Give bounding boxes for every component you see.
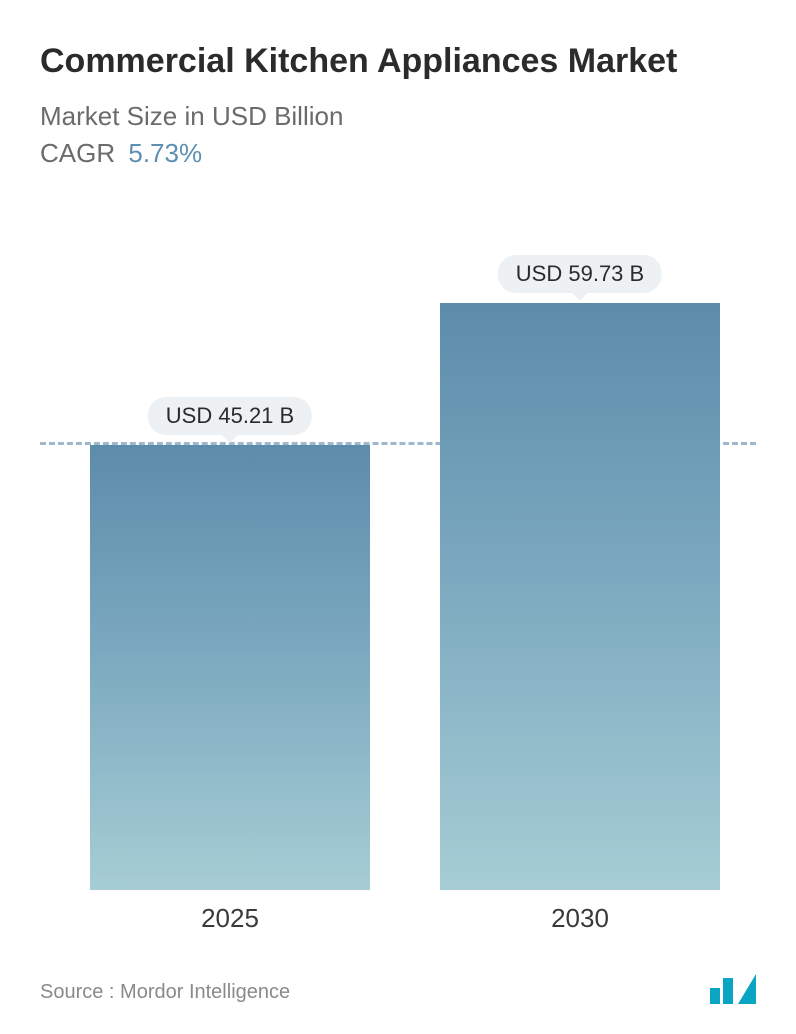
brand-logo-icon (710, 970, 756, 1004)
chart-card: Commercial Kitchen Appliances Market Mar… (0, 0, 796, 1034)
cagr-row: CAGR 5.73% (40, 138, 756, 169)
bar-2025: USD 45.21 B (90, 445, 370, 890)
cagr-label: CAGR (40, 138, 115, 168)
bar-fill (440, 303, 720, 890)
bar-2030: USD 59.73 B (440, 303, 720, 890)
cagr-value: 5.73% (128, 138, 202, 168)
bars-wrap: USD 45.21 B USD 59.73 B (40, 229, 756, 891)
source-text: Source : Mordor Intelligence (40, 981, 290, 1004)
value-pill-2030: USD 59.73 B (498, 255, 662, 293)
logo-triangle (738, 974, 756, 1004)
value-pill-2025: USD 45.21 B (148, 397, 312, 435)
chart-subtitle: Market Size in USD Billion (40, 101, 756, 132)
chart-title: Commercial Kitchen Appliances Market (40, 40, 756, 83)
x-label-2030: 2030 (440, 903, 720, 934)
x-label-2025: 2025 (90, 903, 370, 934)
bar-fill (90, 445, 370, 890)
footer: Source : Mordor Intelligence (40, 960, 756, 1004)
x-axis: 2025 2030 (40, 890, 756, 940)
logo-bar (723, 978, 733, 1004)
chart-area: USD 45.21 B USD 59.73 B 2025 2030 (40, 229, 756, 941)
logo-bar (710, 988, 720, 1004)
